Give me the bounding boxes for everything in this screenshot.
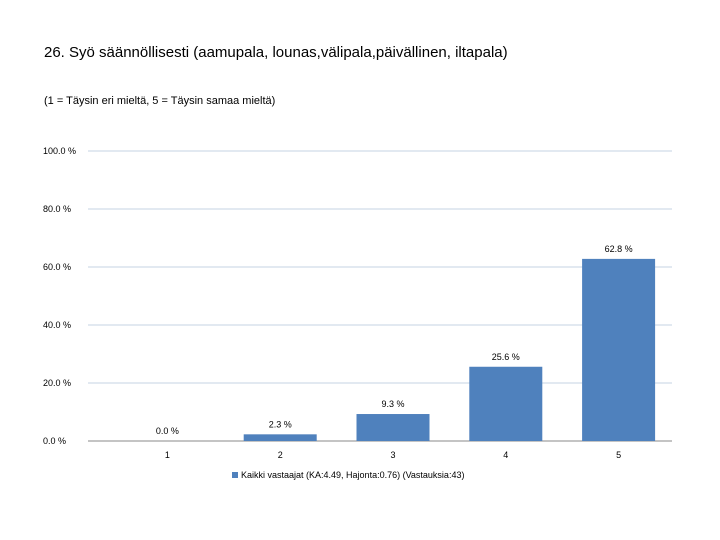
data-label: 9.3 % bbox=[381, 399, 404, 409]
y-tick-label: 60.0 % bbox=[43, 262, 71, 272]
y-tick-label: 80.0 % bbox=[43, 204, 71, 214]
legend-swatch bbox=[232, 472, 238, 478]
bar bbox=[356, 414, 430, 441]
y-tick-label: 40.0 % bbox=[43, 320, 71, 330]
chart-subtitle: (1 = Täysin eri mieltä, 5 = Täysin samaa… bbox=[44, 95, 276, 107]
bar bbox=[243, 434, 317, 441]
x-tick-label: 3 bbox=[390, 450, 395, 460]
x-tick-label: 5 bbox=[616, 450, 621, 460]
x-tick-label: 4 bbox=[503, 450, 508, 460]
data-label: 25.6 % bbox=[492, 352, 520, 362]
y-tick-label: 0.0 % bbox=[43, 436, 66, 446]
data-label: 62.8 % bbox=[605, 244, 633, 254]
y-tick-label: 20.0 % bbox=[43, 378, 71, 388]
x-tick-label: 1 bbox=[165, 450, 170, 460]
y-tick-label: 100.0 % bbox=[43, 146, 76, 156]
bar bbox=[469, 366, 543, 441]
legend-label: Kaikki vastaajat (KA:4.49, Hajonta:0.76)… bbox=[241, 470, 465, 480]
legend: Kaikki vastaajat (KA:4.49, Hajonta:0.76)… bbox=[232, 470, 464, 480]
data-label: 2.3 % bbox=[269, 419, 292, 429]
chart-title: 26. Syö säännöllisesti (aamupala, lounas… bbox=[44, 44, 508, 61]
data-label: 0.0 % bbox=[156, 426, 179, 436]
x-tick-label: 2 bbox=[278, 450, 283, 460]
bar bbox=[582, 258, 656, 441]
